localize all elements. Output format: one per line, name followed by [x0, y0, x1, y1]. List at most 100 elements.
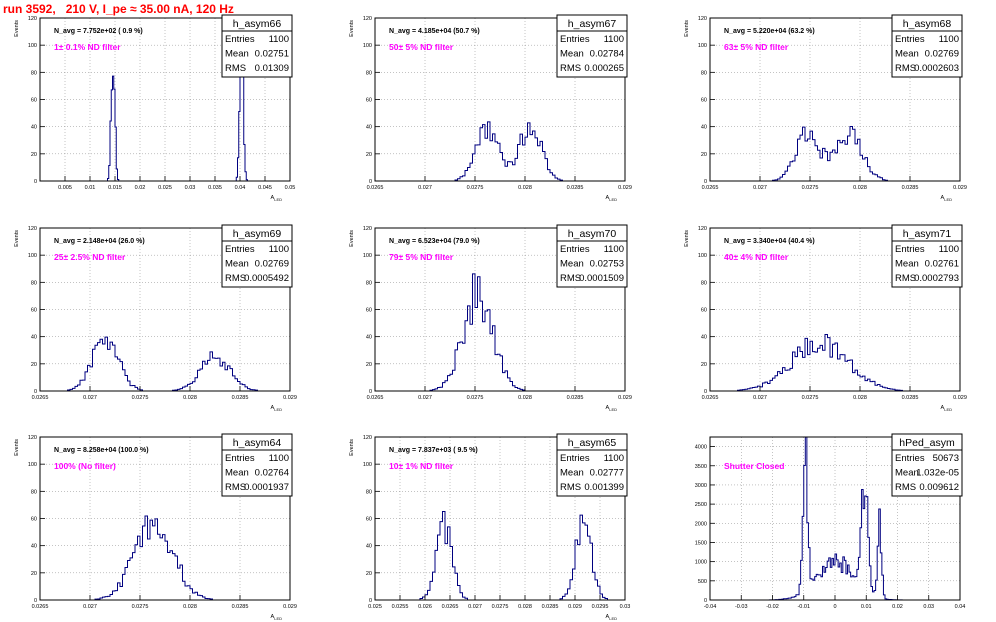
navg-annotation: N_avg = 7.752e+02 ( 0.9 %) [54, 28, 143, 35]
y-tick-label: 500 [698, 579, 707, 585]
stats-label: Entries [895, 453, 925, 464]
y-tick-label: 120 [363, 435, 372, 441]
y-tick-label: 3000 [695, 483, 707, 489]
histogram-name: h_asym71 [903, 228, 952, 240]
y-tick-label: 20 [701, 152, 707, 158]
y-axis-title: Events [349, 20, 355, 37]
histogram-name: h_asym70 [568, 228, 617, 240]
y-tick-label: 80 [31, 70, 37, 76]
navg-annotation: N_avg = 7.837e+03 ( 9.5 %) [389, 447, 478, 454]
y-tick-label: 0 [704, 598, 707, 604]
stats-value: 1100 [604, 244, 624, 255]
x-tick-label: 0.025 [158, 185, 172, 191]
x-tick-label: 0.028 [183, 395, 197, 401]
x-tick-label: 0.015 [108, 185, 122, 191]
y-tick-label: 80 [31, 280, 37, 286]
stats-label: Mean [895, 49, 919, 60]
filter-annotation: 79± 5% ND filter [389, 252, 454, 262]
stats-box [891, 14, 963, 78]
stats-value: 1100 [269, 244, 289, 255]
x-tick-label: 0.01 [85, 185, 96, 191]
stats-value: 0.009612 [919, 482, 959, 493]
x-tick-label: 0.03 [185, 185, 196, 191]
filter-annotation: 1± 0.1% ND filter [54, 42, 121, 52]
y-tick-label: 60 [31, 98, 37, 104]
histogram-panel-h_asym64: 0.0265 0.027 0.0275 0.028 0.0285 0.029 0 20 40 60… [14, 433, 297, 621]
x-axis-title: ALED [941, 405, 953, 412]
stats-label: Entries [225, 244, 255, 255]
stats-box [221, 433, 293, 497]
x-tick-label: 0.026 [418, 604, 432, 610]
y-axis-title: Events [349, 439, 355, 456]
x-tick-label: -0.04 [704, 604, 717, 610]
y-tick-label: 120 [363, 226, 372, 232]
x-tick-label: 0.0285 [232, 395, 249, 401]
x-tick-label: 0.027 [83, 604, 97, 610]
x-tick-label: 0.0275 [802, 185, 819, 191]
stats-label: RMS [895, 273, 916, 284]
x-tick-label: 0.0275 [802, 395, 819, 401]
x-tick-label: 0.0275 [467, 395, 484, 401]
x-axis-title: ALED [271, 195, 283, 202]
histogram-panel-h_asym65: 0.025 0.0255 0.026 0.0265 0.027 0.0275 0.028 0.… [349, 433, 630, 621]
filter-annotation: 40± 4% ND filter [724, 252, 789, 262]
histogram-series [375, 273, 625, 392]
stats-value: 1100 [269, 453, 289, 464]
x-tick-label: 0.0265 [367, 185, 384, 191]
x-tick-label: 0.029 [618, 185, 632, 191]
x-tick-label: 0.01 [861, 604, 872, 610]
x-tick-label: 0.029 [953, 185, 967, 191]
y-axis-title: Events [14, 230, 20, 247]
histogram-series [710, 333, 960, 392]
x-tick-label: 0.029 [283, 395, 297, 401]
y-tick-label: 60 [366, 308, 372, 314]
histogram-series [375, 121, 625, 182]
stats-label: Mean [560, 468, 584, 479]
stats-box [221, 224, 293, 288]
stats-value: 0.001399 [584, 482, 624, 493]
x-tick-label: 0.045 [258, 185, 272, 191]
y-tick-label: 120 [28, 16, 37, 22]
y-tick-label: 20 [366, 362, 372, 368]
x-tick-label: 0.0265 [442, 604, 459, 610]
stats-value: 1100 [604, 453, 624, 464]
filter-annotation: Shutter Closed [724, 461, 784, 471]
y-tick-label: 40 [31, 544, 37, 550]
stats-value: 0.02769 [925, 49, 959, 60]
x-tick-label: 0.029 [568, 604, 582, 610]
x-tick-label: -0.03 [735, 604, 748, 610]
x-tick-label: 0 [833, 604, 836, 610]
stats-box [891, 433, 963, 497]
y-tick-label: 80 [701, 280, 707, 286]
x-tick-label: 0.005 [58, 185, 72, 191]
x-tick-label: 0.028 [518, 604, 532, 610]
navg-annotation: N_avg = 3.340e+04 (40.4 %) [724, 238, 815, 245]
stats-label: Mean [225, 49, 249, 60]
stats-label: Mean [895, 468, 919, 479]
x-tick-label: 0.027 [753, 185, 767, 191]
histogram-series [710, 126, 960, 182]
x-axis-title: ALED [271, 614, 283, 621]
x-tick-label: 0.0285 [232, 604, 249, 610]
stats-label: Entries [895, 34, 925, 45]
histogram-series [40, 336, 290, 392]
y-axis-title: Events [14, 439, 20, 456]
x-tick-label: 0.035 [208, 185, 222, 191]
y-tick-label: 100 [363, 43, 372, 49]
x-tick-label: 0.0275 [132, 604, 149, 610]
y-tick-label: 0 [34, 598, 37, 604]
histogram-name: h_asym64 [233, 437, 282, 449]
y-tick-label: 100 [28, 462, 37, 468]
stats-label: Mean [560, 259, 584, 270]
x-tick-label: 0.029 [618, 395, 632, 401]
y-tick-label: 100 [28, 253, 37, 259]
stats-label: Mean [225, 259, 249, 270]
stats-value: 0.0002793 [914, 273, 959, 284]
x-tick-label: 0.027 [468, 604, 482, 610]
x-tick-label: 0.0285 [567, 185, 584, 191]
histogram-panel-h_asym69: 0.0265 0.027 0.0275 0.028 0.0285 0.029 0 20 40 60… [14, 224, 297, 412]
y-tick-label: 0 [34, 389, 37, 395]
stats-value: 0.000265 [584, 63, 624, 74]
filter-annotation: 25± 2.5% ND filter [54, 252, 126, 262]
x-tick-label: 0.0265 [702, 185, 719, 191]
